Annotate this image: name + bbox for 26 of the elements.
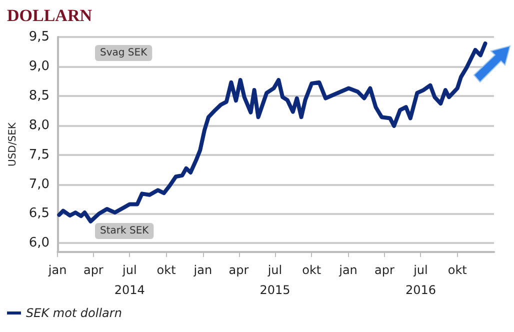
x-tick-label: okt — [448, 263, 468, 277]
x-tick-label: jul 2015 — [260, 263, 290, 297]
x-tick-label: okt — [156, 263, 176, 277]
annotation: Stark SEK — [100, 226, 150, 236]
y-tick-label: 8,5 — [28, 88, 50, 104]
y-tick-label: 7,5 — [28, 147, 50, 162]
x-tick-label: jul 2014 — [114, 263, 145, 297]
y-tick-label: 6,0 — [28, 236, 50, 251]
annotation: Svag SEK — [100, 48, 148, 58]
y-tick-label: 8,0 — [28, 118, 50, 133]
x-tick-label: apr — [83, 263, 104, 277]
x-tick-label: apr — [374, 263, 395, 277]
chart-title: DOLLARN — [7, 6, 93, 25]
y-tick-label: 9,5 — [28, 30, 50, 44]
x-tick-label: jul 2016 — [405, 263, 436, 297]
y-tick-label: 7,0 — [28, 176, 50, 192]
line-series — [57, 41, 488, 224]
y-tick-label: 6,5 — [28, 206, 50, 222]
x-tick-label: jan — [192, 263, 212, 277]
x-tick-label: okt — [302, 263, 322, 277]
y-tick-label: 9,0 — [28, 58, 50, 74]
x-tick-label: jan — [47, 263, 67, 277]
y-axis-title: USD/SEK — [8, 122, 18, 166]
x-tick-label: jan — [338, 263, 358, 277]
x-tick-label: apr — [228, 263, 249, 277]
legend-label: SEK mot dollarn — [26, 306, 122, 320]
